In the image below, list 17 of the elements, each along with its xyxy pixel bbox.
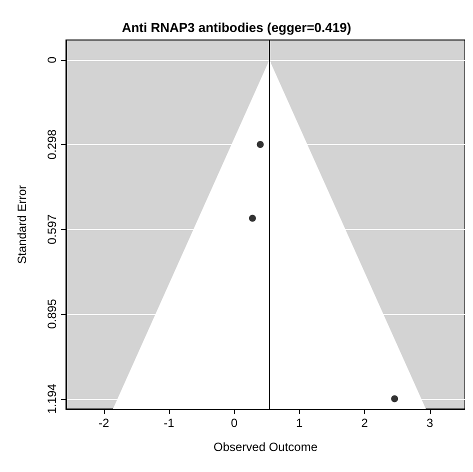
- x-axis-title: Observed Outcome: [213, 440, 318, 454]
- point: [391, 395, 398, 402]
- chart-title: Anti RNAP3 antibodies (egger=0.419): [122, 20, 352, 35]
- y-tick-label: 0.298: [45, 129, 59, 160]
- x-tick-label: -2: [98, 416, 110, 430]
- x-tick-label: 0: [230, 416, 238, 430]
- y-tick-label: 0.597: [45, 214, 59, 244]
- point: [256, 140, 264, 148]
- y-tick-label: 0.895: [45, 298, 59, 329]
- x-tick-label: -1: [164, 416, 175, 430]
- x-tick-label: 2: [361, 416, 368, 430]
- y-tick-label: 0: [45, 56, 59, 64]
- x-tick-label: 1: [296, 416, 304, 430]
- y-tick-label: 1.194: [45, 383, 59, 414]
- x-tick-label: 3: [426, 416, 434, 430]
- point: [248, 214, 256, 222]
- y-axis-title: Standard Error: [15, 185, 29, 264]
